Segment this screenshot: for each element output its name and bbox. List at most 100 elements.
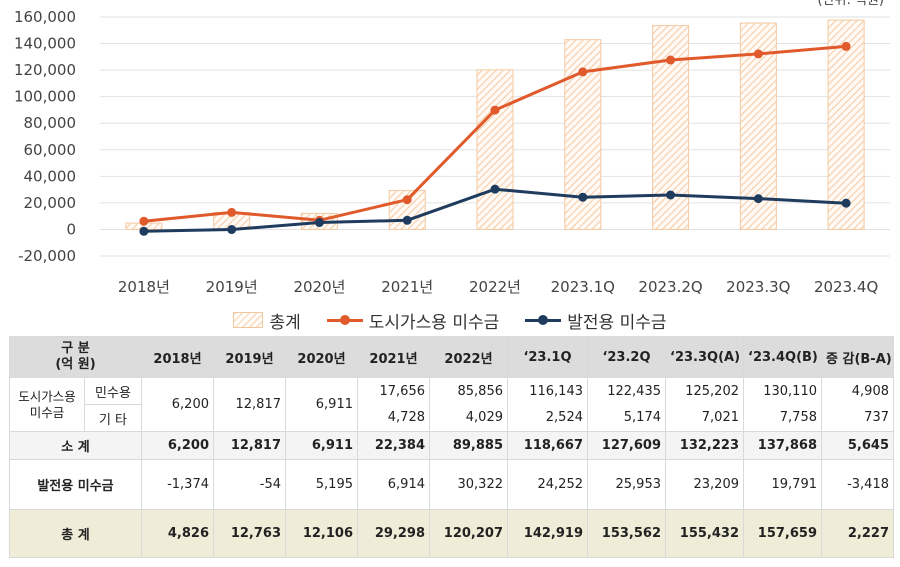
table-cell: 5,195: [285, 459, 358, 510]
row-label-other: 기 타: [84, 404, 142, 432]
table-cell: -3,418: [821, 459, 894, 510]
table-cell: 4,908: [821, 377, 894, 405]
point-city-gas: [841, 41, 851, 51]
table-cell: 12,817: [213, 377, 286, 432]
x-tick-label: 2023.2Q: [638, 278, 702, 296]
table-cell: 6,911: [285, 431, 358, 460]
col-header: ‘23.1Q: [507, 336, 588, 378]
table-cell: 7,021: [665, 404, 744, 432]
table-cell: 30,322: [429, 459, 508, 510]
row-label-residential: 민수용: [84, 377, 142, 405]
table-cell: 17,656: [357, 377, 430, 405]
y-tick-label: -20,000: [18, 247, 76, 265]
col-header: ‘23.2Q: [587, 336, 666, 378]
table-cell: 155,432: [665, 509, 744, 558]
point-power: [666, 190, 676, 200]
table-cell: 5,174: [587, 404, 666, 432]
table-cell: 12,817: [213, 431, 286, 460]
legend-label-total: 총계: [269, 312, 301, 333]
col-header: 2018년: [141, 336, 214, 378]
point-city-gas: [227, 207, 237, 217]
table-cell: 116,143: [507, 377, 588, 405]
col-header: 2022년: [429, 336, 508, 378]
x-tick-label: 2023.4Q: [814, 278, 878, 296]
legend-label-city-gas: 도시가스용 미수금: [368, 312, 500, 333]
table-cell: 5,645: [821, 431, 894, 460]
point-power: [402, 215, 412, 225]
col-header: 2019년: [213, 336, 286, 378]
table-cell: -54: [213, 459, 286, 510]
legend-item-power: 발전용 미수금: [525, 308, 667, 333]
x-tick-label: 2019년: [206, 278, 258, 296]
col-header: 증 감(B-A): [821, 336, 894, 378]
point-power: [578, 192, 588, 202]
y-tick-label: 80,000: [24, 114, 77, 132]
x-tick-label: 2023.1Q: [551, 278, 615, 296]
point-city-gas: [578, 67, 588, 77]
chart-legend: 총계 도시가스용 미수금 발전용 미수금: [0, 306, 900, 334]
y-tick-label: 0: [66, 220, 76, 238]
table-cell: 12,763: [213, 509, 286, 558]
table-cell: 89,885: [429, 431, 508, 460]
point-power: [139, 226, 149, 236]
table-cell: 2,227: [821, 509, 894, 558]
bar-total: [827, 19, 865, 230]
table-cell: 125,202: [665, 377, 744, 405]
col-header: 2021년: [357, 336, 430, 378]
table-cell: 6,914: [357, 459, 430, 510]
table-row-power: 발전용 미수금 -1,374 -54 5,195 6,914 30,322 24…: [9, 459, 894, 510]
legend-item-city-gas: 도시가스용 미수금: [326, 308, 500, 333]
x-tick-label: 2020년: [293, 278, 345, 296]
row-label-power: 발전용 미수금: [9, 459, 142, 510]
table-cell: 22,384: [357, 431, 430, 460]
col-header: ‘23.3Q(A): [665, 336, 744, 378]
legend-swatch-power: [525, 315, 562, 325]
row-label-city-gas: 도시가스용 미수금: [9, 377, 85, 432]
table-cell: 6,200: [141, 431, 214, 460]
table-row-total: 총 계 4,826 12,763 12,106 29,298 120,207 1…: [9, 509, 894, 558]
table-cell: 23,209: [665, 459, 744, 510]
table-cell: 118,667: [507, 431, 588, 460]
col-header: 2020년: [285, 336, 358, 378]
table-row-subtotal: 소 계 6,200 12,817 6,911 22,384 89,885 118…: [9, 431, 894, 460]
unit-label: (단위: 억원): [818, 0, 885, 8]
point-power: [490, 184, 500, 194]
col-header: ‘23.4Q(B): [743, 336, 822, 378]
table-cell: 4,728: [357, 404, 430, 432]
table-cell: 25,953: [587, 459, 666, 510]
table-cell: 157,659: [743, 509, 822, 558]
table-cell: 6,911: [285, 377, 358, 432]
legend-label-power: 발전용 미수금: [567, 312, 667, 333]
row-label-total: 총 계: [9, 509, 142, 558]
table-cell: 120,207: [429, 509, 508, 558]
x-tick-label: 2023.3Q: [726, 278, 790, 296]
point-city-gas: [490, 105, 500, 115]
table-cell: 7,758: [743, 404, 822, 432]
table-header-row: 구 분 (억 원) 2018년 2019년 2020년 2021년 2022년 …: [9, 336, 894, 378]
table-cell: 24,252: [507, 459, 588, 510]
table-cell: 130,110: [743, 377, 822, 405]
x-tick-label: 2018년: [118, 278, 170, 296]
point-power: [227, 225, 237, 235]
table-cell: 153,562: [587, 509, 666, 558]
x-tick-label: 2021년: [381, 278, 433, 296]
point-power: [753, 194, 763, 204]
table-cell: 4,029: [429, 404, 508, 432]
table-cell: 142,919: [507, 509, 588, 558]
corner-header: 구 분 (억 원): [9, 336, 142, 378]
y-tick-label: 160,000: [14, 8, 76, 26]
table-cell: 19,791: [743, 459, 822, 510]
table-cell: 132,223: [665, 431, 744, 460]
combo-chart: (단위: 억원) -20,000 0 20,000 40,000 60,000 80,000…: [14, 0, 890, 296]
point-power: [841, 198, 851, 208]
point-city-gas: [139, 216, 149, 226]
y-tick-label: 100,000: [14, 88, 76, 106]
table-cell: 12,106: [285, 509, 358, 558]
point-city-gas: [666, 55, 676, 65]
table-cell: 737: [821, 404, 894, 432]
x-tick-label: 2022년: [469, 278, 521, 296]
table-row-other: 기 타 4,728 4,029 2,524 5,174 7,021 7,758 …: [10, 404, 894, 432]
table-cell: 85,856: [429, 377, 508, 405]
row-label-subtotal: 소 계: [9, 431, 142, 460]
legend-swatch-total: [233, 312, 264, 328]
